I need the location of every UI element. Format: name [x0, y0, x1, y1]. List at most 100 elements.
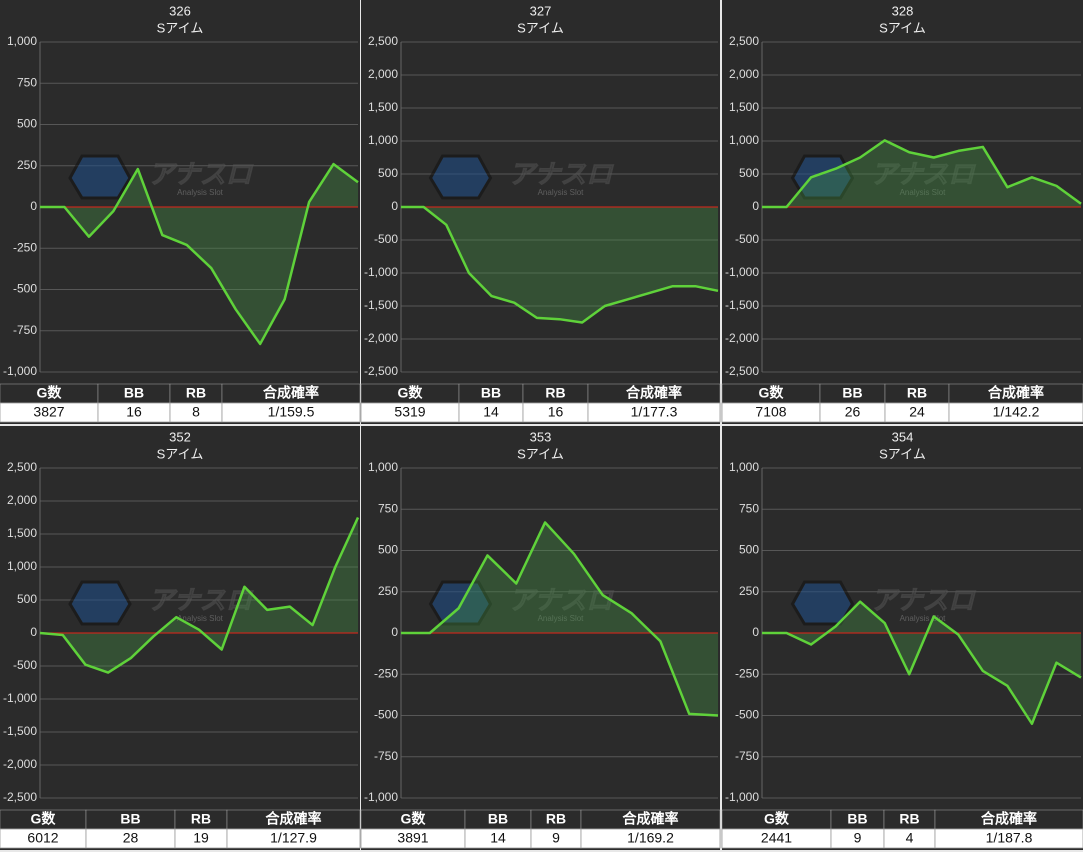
table-cell: [587, 402, 721, 423]
table-value: 28: [123, 830, 139, 846]
watermark-tagline: Analysis Slot: [177, 188, 224, 197]
chart-subtitle: Sアイム: [157, 446, 204, 461]
y-tick-label: 250: [378, 584, 398, 598]
table-header: G数: [31, 811, 57, 827]
y-tick-label: -1,500: [3, 724, 37, 738]
y-tick-label: 1,500: [729, 100, 759, 114]
y-tick-label: 750: [17, 75, 37, 89]
panel-bg: [722, 0, 1083, 424]
panel-bg: [0, 0, 360, 424]
y-tick-label: 750: [739, 501, 759, 515]
panel-bg: [361, 426, 720, 850]
table-header: BB: [488, 811, 508, 827]
chart-subtitle: Sアイム: [879, 446, 926, 461]
table-value: 19: [193, 830, 209, 846]
table-header: RB: [186, 385, 206, 401]
table-header: G数: [759, 385, 785, 401]
table-header: BB: [847, 811, 867, 827]
table-header: 合成確率: [623, 811, 679, 827]
y-tick-label: 500: [378, 543, 398, 557]
y-tick-label: 250: [739, 584, 759, 598]
y-tick-label: -2,000: [364, 331, 398, 345]
table-value: 4: [906, 830, 914, 846]
y-tick-label: 1,000: [368, 460, 398, 474]
table-cell: [934, 828, 1083, 849]
line: [762, 600, 1082, 725]
table-value: 3827: [33, 404, 64, 420]
line: [401, 521, 719, 717]
y-tick-label: -1,000: [725, 790, 759, 804]
table-header: 合成確率: [988, 385, 1044, 401]
table-value: 16: [126, 404, 142, 420]
y-tick-label: 2,000: [368, 67, 398, 81]
y-tick-label: -750: [735, 749, 759, 763]
panel-bg: [361, 0, 720, 424]
y-tick-label: -2,000: [3, 757, 37, 771]
chart-title: 352: [169, 429, 191, 444]
y-tick-label: -2,500: [725, 364, 759, 378]
y-tick-label: -250: [735, 666, 759, 680]
watermark-icon: [68, 154, 132, 200]
watermark-tagline: Analysis Slot: [900, 614, 947, 623]
y-tick-label: 0: [391, 625, 398, 639]
table-header: BB: [481, 385, 501, 401]
table-value: 8: [192, 404, 200, 420]
chart-title: 326: [169, 3, 191, 18]
y-tick-label: 1,000: [7, 559, 37, 573]
y-tick-label: 500: [17, 117, 37, 131]
area: [401, 207, 718, 323]
table-header: 合成確率: [626, 385, 682, 401]
table-value: 24: [909, 404, 925, 420]
line: [401, 205, 719, 324]
y-tick-label: -500: [13, 282, 37, 296]
y-tick-label: 2,500: [7, 460, 37, 474]
watermark-name: アナスロ: [509, 159, 614, 189]
table-value: 9: [854, 830, 862, 846]
table-value: 1/169.2: [627, 830, 674, 846]
y-tick-label: -250: [374, 666, 398, 680]
table-header: 合成確率: [266, 811, 322, 827]
chart-subtitle: Sアイム: [517, 20, 564, 35]
watermark-tagline: Analysis Slot: [177, 614, 224, 623]
y-tick-label: 0: [30, 199, 37, 213]
y-tick-label: -750: [13, 323, 37, 337]
watermark-icon: [68, 580, 132, 626]
y-tick-label: 0: [30, 625, 37, 639]
panel-bg: [722, 426, 1083, 850]
table-header: G数: [37, 385, 63, 401]
table-header: RB: [907, 385, 927, 401]
table-cell: [221, 402, 361, 423]
chart-subtitle: Sアイム: [879, 20, 926, 35]
table-header: RB: [546, 811, 566, 827]
y-tick-label: -2,500: [364, 364, 398, 378]
table-header: BB: [120, 811, 140, 827]
y-tick-label: -750: [374, 749, 398, 763]
y-tick-label: 2,500: [368, 34, 398, 48]
y-tick-label: 1,000: [7, 34, 37, 48]
chart-title: 354: [892, 429, 914, 444]
watermark-tagline: Analysis Slot: [538, 614, 585, 623]
table-value: 5319: [394, 404, 425, 420]
table-header: RB: [899, 811, 919, 827]
y-tick-label: 500: [378, 166, 398, 180]
watermark-tagline: Analysis Slot: [900, 188, 947, 197]
table-value: 1/187.8: [986, 830, 1033, 846]
table-value: 6012: [27, 830, 58, 846]
table-value: 3891: [397, 830, 428, 846]
line: [40, 162, 359, 346]
table-value: 14: [490, 830, 506, 846]
line: [39, 516, 360, 674]
y-tick-label: -2,500: [3, 790, 37, 804]
area: [40, 517, 358, 673]
table-header: G数: [764, 811, 790, 827]
watermark-name: アナスロ: [509, 585, 614, 615]
y-tick-label: 2,000: [7, 493, 37, 507]
table-cell: [226, 828, 361, 849]
table-value: 9: [552, 830, 560, 846]
y-tick-label: -1,500: [364, 298, 398, 312]
area: [762, 140, 1081, 207]
y-tick-label: -1,000: [3, 691, 37, 705]
watermark-name: アナスロ: [871, 159, 976, 189]
